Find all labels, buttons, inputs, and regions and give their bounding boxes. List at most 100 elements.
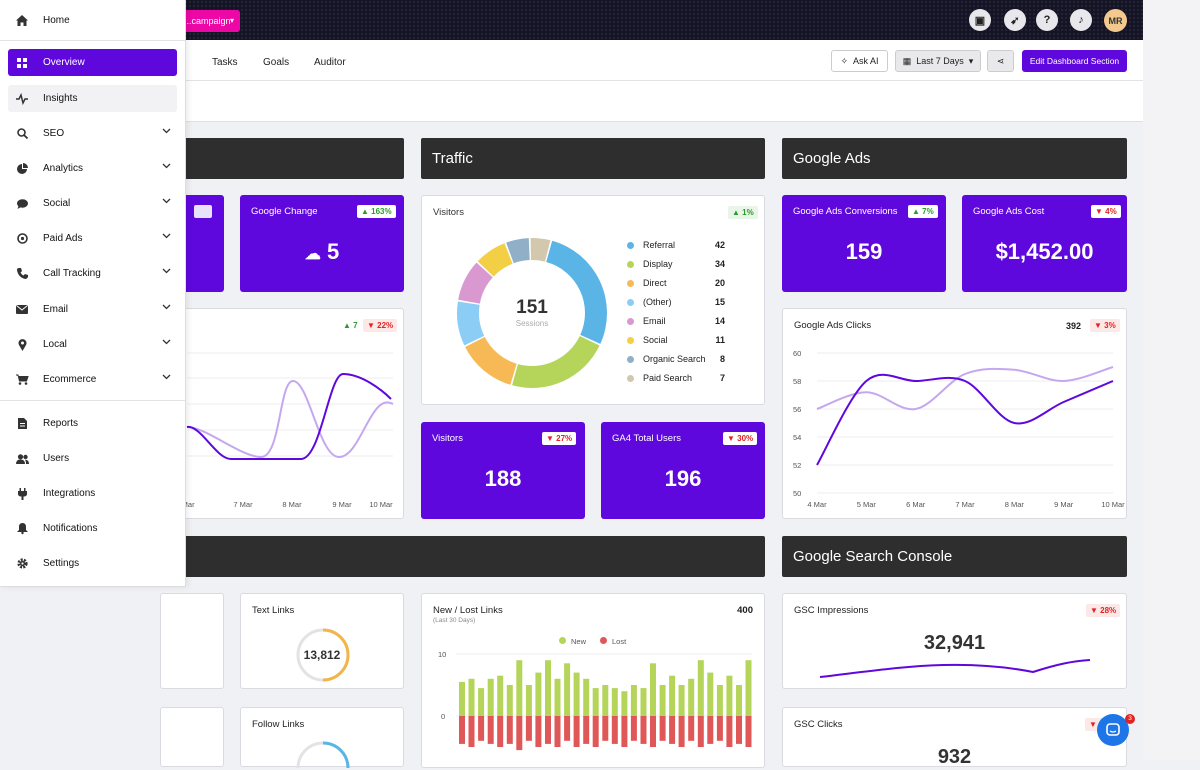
sidebar-item-seo[interactable]: SEO xyxy=(8,120,177,147)
series-line-secondary xyxy=(186,379,394,459)
bar-lost xyxy=(545,716,551,744)
gsc-clicks-card: GSC Clicks ▼ 932 xyxy=(782,707,1127,768)
ask-ai-button[interactable]: ✧ Ask AI xyxy=(831,50,888,72)
bar-lost xyxy=(611,716,618,744)
folder-icon[interactable]: ▣ xyxy=(969,9,991,31)
sidebar-item-label: Overview xyxy=(43,57,85,68)
rocket-icon[interactable]: ➹ xyxy=(1004,9,1026,31)
new-lost-total: 400 xyxy=(737,605,753,616)
sidebar-item-local[interactable]: Local xyxy=(8,331,177,358)
bar-new xyxy=(497,675,504,716)
bell-icon[interactable]: ♪ xyxy=(1070,9,1092,31)
legend-swatch xyxy=(627,375,634,382)
bar-new xyxy=(650,663,656,716)
campaign-selector[interactable]: ...campaign ▾ xyxy=(172,10,240,32)
chevron-down-icon xyxy=(162,339,171,345)
sidebar-item-call-tracking[interactable]: Call Tracking xyxy=(8,260,177,287)
ads-clicks-badge-text: 3% xyxy=(1104,321,1116,330)
ask-ai-label: Ask AI xyxy=(853,56,879,66)
legend-item: Social 11 xyxy=(627,335,737,354)
sidebar-item-label: Insights xyxy=(43,93,78,104)
sparkle-icon: ✧ xyxy=(840,55,849,66)
gsc-clicks-label: GSC Clicks xyxy=(794,719,843,730)
ga4-users-card: GA4 Total Users ▼ 30% 196 xyxy=(601,422,765,519)
bar-new xyxy=(716,685,723,716)
legend-new: New xyxy=(559,637,586,646)
ads-conversions-badge-text: 7% xyxy=(922,207,934,216)
bar-new xyxy=(535,672,542,716)
ads-cost-badge-text: 4% xyxy=(1105,207,1117,216)
sidebar-item-reports[interactable]: Reports xyxy=(8,410,177,437)
legend-value: 42 xyxy=(714,240,725,250)
google-change-number: 5 xyxy=(326,239,340,264)
date-range-button[interactable]: ▦ Last 7 Days ▾ xyxy=(895,50,981,72)
sidebar-item-notifications[interactable]: Notifications xyxy=(8,515,177,542)
bar-lost xyxy=(678,716,685,747)
bar-new xyxy=(630,685,637,716)
bar-new xyxy=(525,685,532,716)
sidebar-item-users[interactable]: Users xyxy=(8,445,177,472)
y-tick-label: 50 xyxy=(793,489,801,498)
bar-new xyxy=(573,672,580,716)
mail-icon xyxy=(9,305,35,314)
section-header-traffic: Traffic xyxy=(421,138,765,179)
sidebar-item-overview[interactable]: Overview xyxy=(8,49,177,76)
legend-swatch xyxy=(627,242,634,249)
bar-lost xyxy=(659,716,666,741)
x-tick-label: 7 Mar xyxy=(955,500,975,509)
bar-new xyxy=(487,678,494,716)
sidebar-item-paid-ads[interactable]: Paid Ads xyxy=(8,225,177,252)
sidebar-item-label: Paid Ads xyxy=(43,233,83,244)
y-tick-label: 0 xyxy=(441,712,445,721)
legend-item: Organic Search 8 xyxy=(627,354,737,373)
legend-value: 7 xyxy=(719,373,725,383)
bar-new xyxy=(669,675,676,716)
avatar[interactable]: MR xyxy=(1104,9,1127,32)
text-links-ring xyxy=(296,628,350,682)
share-button[interactable]: ⋖ xyxy=(987,50,1014,72)
bar-lost xyxy=(468,716,475,747)
sidebar-item-email[interactable]: Email xyxy=(8,296,177,323)
tab-tasks[interactable]: Tasks xyxy=(212,57,238,68)
sidebar: Home Overview Insights SEO Analytics Soc… xyxy=(0,0,186,587)
sidebar-item-ecommerce[interactable]: Ecommerce xyxy=(8,366,177,393)
sidebar-item-integrations[interactable]: Integrations xyxy=(8,480,177,507)
tab-goals[interactable]: Goals xyxy=(263,57,290,68)
bar-lost xyxy=(688,716,695,741)
bar-lost xyxy=(650,716,656,747)
x-tick-label: 9 Mar xyxy=(1054,500,1074,509)
sidebar-item-analytics[interactable]: Analytics xyxy=(8,155,177,182)
bar-lost xyxy=(669,716,676,744)
series-line-primary xyxy=(816,373,1114,466)
sidebar-item-settings[interactable]: Settings xyxy=(8,550,177,577)
edit-dashboard-button[interactable]: Edit Dashboard Section xyxy=(1022,50,1127,72)
legend-value: 11 xyxy=(715,335,725,345)
gsc-impressions-value: 32,941 xyxy=(923,632,986,654)
top-bar xyxy=(0,0,1143,40)
text-links-card: Text Links 13,812 xyxy=(240,593,404,689)
legend-swatch xyxy=(627,318,634,325)
legend-label: Referral xyxy=(643,240,676,250)
legend-label: Email xyxy=(643,316,666,326)
follow-links-ring xyxy=(296,741,350,769)
bar-new xyxy=(697,660,704,716)
sidebar-item-home[interactable]: Home xyxy=(8,7,177,34)
sidebar-item-label: Analytics xyxy=(43,163,84,174)
google-change-value: ☁ 5 xyxy=(240,239,404,265)
sidebar-item-social[interactable]: Social xyxy=(8,190,177,217)
chat-launcher-button[interactable] xyxy=(1097,714,1129,746)
caret-down-icon: ▾ xyxy=(229,16,234,25)
x-tick-label: 8 Mar xyxy=(1005,500,1025,509)
help-icon[interactable]: ? xyxy=(1036,9,1058,31)
bar-new xyxy=(707,672,714,716)
ads-clicks-total: 392 xyxy=(1066,321,1082,331)
x-tick-label: 10 Mar xyxy=(1101,500,1125,509)
sidebar-item-label: Users xyxy=(43,453,70,464)
chat-icon xyxy=(9,198,35,209)
tab-auditor[interactable]: Auditor xyxy=(314,57,346,68)
sidebar-item-insights[interactable]: Insights xyxy=(8,85,177,112)
legend-item: Paid Search 7 xyxy=(627,373,737,392)
right-gutter xyxy=(1143,0,1200,760)
chat-icon xyxy=(1106,723,1120,736)
